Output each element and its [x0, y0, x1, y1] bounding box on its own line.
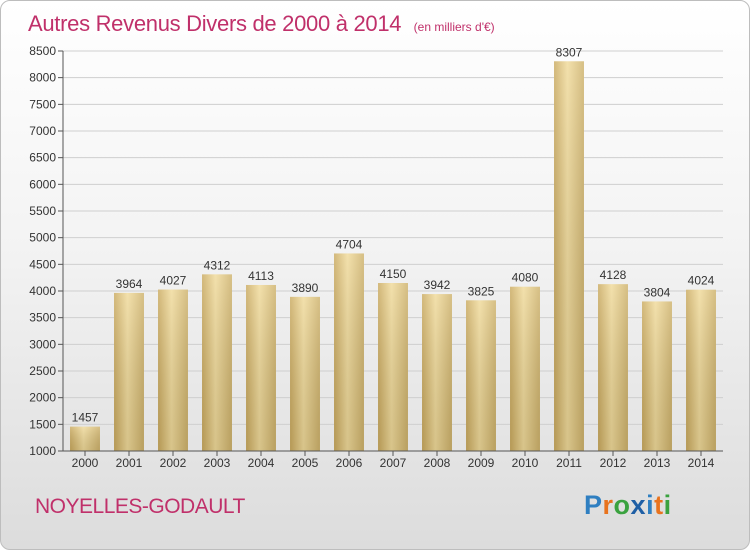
value-labels: 1457 3964 4027 4312 4113 3890 4704 4150 3942 3825… [72, 45, 715, 424]
x-tick-label: 2010 [512, 456, 539, 470]
y-tick-label: 7500 [29, 97, 56, 111]
bar-shade [510, 286, 540, 451]
bar-value-label: 4128 [600, 268, 627, 282]
proxiti-logo[interactable]: Proxiti [584, 490, 672, 521]
bar-value-label: 4024 [688, 274, 715, 288]
y-tick-label: 8000 [29, 71, 56, 85]
bar-value-label: 4027 [160, 274, 187, 288]
x-tick-label: 2009 [468, 456, 495, 470]
x-tick-label: 2014 [688, 456, 715, 470]
bar-value-label: 3804 [644, 285, 671, 299]
bar-shade [378, 283, 408, 451]
y-tick-label: 7000 [29, 124, 56, 138]
y-axis: 1000 1500 2000 2500 3000 3500 4000 4500 5000 5500… [29, 44, 64, 458]
bar-value-label: 3890 [292, 281, 319, 295]
x-tick-label: 2008 [424, 456, 451, 470]
bar-shade [334, 253, 364, 451]
bar-value-label: 3825 [468, 284, 495, 298]
bar-value-label: 4150 [380, 267, 407, 281]
bar-value-label: 4080 [512, 271, 539, 285]
title-row: Autres Revenus Divers de 2000 à 2014 (en… [28, 11, 495, 37]
bar-value-label: 4113 [248, 269, 274, 283]
logo-letter: o [613, 490, 631, 520]
bar-shade [466, 300, 496, 451]
logo-letter: i [646, 490, 655, 520]
bar-value-label: 4312 [204, 258, 231, 272]
y-tick-label: 3000 [29, 337, 56, 351]
y-tick-label: 2000 [29, 391, 56, 405]
bar-shade [422, 294, 452, 451]
logo-letter: t [654, 490, 664, 520]
x-tick-label: 2001 [116, 456, 143, 470]
x-tick-label: 2013 [644, 456, 671, 470]
bar-shade [158, 289, 188, 451]
y-tick-label: 5500 [29, 204, 56, 218]
y-tick-label: 4000 [29, 284, 56, 298]
y-tick-label: 3500 [29, 311, 56, 325]
y-tick-label: 1500 [29, 417, 56, 431]
y-tick-label: 8500 [29, 44, 56, 58]
bar-shade [70, 426, 100, 451]
bar-value-label: 3964 [116, 277, 143, 291]
location-label: NOYELLES-GODAULT [35, 495, 245, 518]
x-tick-label: 2000 [72, 456, 99, 470]
y-tick-label: 6500 [29, 151, 56, 165]
bar-shade [598, 284, 628, 451]
bar-shade [686, 289, 716, 451]
x-tick-label: 2007 [380, 456, 407, 470]
y-tick-label: 4500 [29, 257, 56, 271]
bar-shade [202, 274, 232, 451]
logo-letter: x [630, 490, 647, 520]
x-tick-label: 2012 [600, 456, 627, 470]
bar-value-label: 1457 [72, 411, 99, 425]
bar-shade [290, 296, 320, 451]
x-tick-label: 2004 [248, 456, 275, 470]
bar-shade [554, 61, 584, 451]
logo-letter: r [602, 490, 614, 520]
bar-value-label: 3942 [424, 278, 451, 292]
chart-title: Autres Revenus Divers de 2000 à 2014 [28, 11, 402, 36]
logo-letter: P [584, 490, 603, 520]
x-tick-label: 2006 [336, 456, 363, 470]
bar-value-label: 4704 [336, 237, 363, 251]
x-tick-label: 2003 [204, 456, 231, 470]
bar-shade [114, 292, 144, 451]
unit-note: (en milliers d'€) [413, 20, 495, 34]
bar-value-label: 8307 [556, 45, 583, 59]
x-tick-label: 2011 [556, 456, 582, 470]
y-tick-label: 2500 [29, 364, 56, 378]
y-tick-label: 5000 [29, 231, 56, 245]
bars [70, 61, 716, 451]
y-tick-label: 1000 [29, 444, 56, 458]
bar-shade [246, 284, 276, 451]
bar-shade [642, 301, 672, 451]
x-tick-label: 2002 [160, 456, 187, 470]
logo-letter: i [663, 490, 672, 520]
y-tick-label: 6000 [29, 177, 56, 191]
x-tick-label: 2005 [292, 456, 319, 470]
x-axis: 2000 2001 2002 2003 2004 2005 2006 2007 2008 2009… [63, 450, 723, 470]
